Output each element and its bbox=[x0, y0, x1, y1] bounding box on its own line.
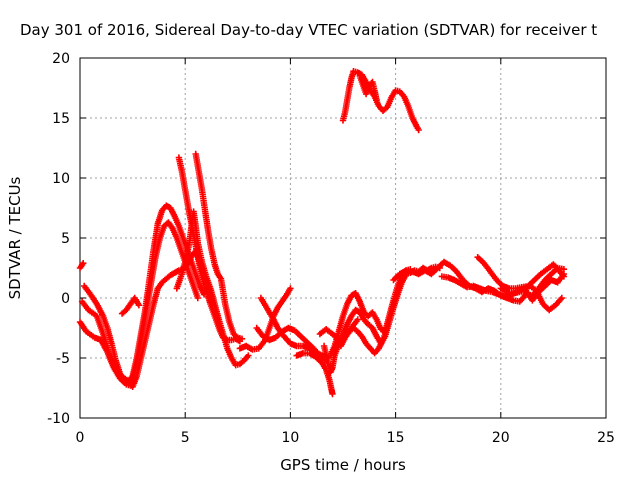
series-22 bbox=[497, 270, 568, 304]
series-markers bbox=[236, 285, 294, 353]
series-11 bbox=[257, 294, 332, 362]
series-markers bbox=[293, 350, 336, 398]
series-5 bbox=[118, 294, 143, 317]
series-8 bbox=[192, 150, 246, 342]
series-12 bbox=[293, 350, 336, 398]
series-markers bbox=[118, 294, 143, 317]
x-axis-label: GPS time / hours bbox=[280, 456, 406, 474]
chart-title: Day 301 of 2016, Sidereal Day-to-day VTE… bbox=[20, 21, 597, 39]
x-tick-label: 10 bbox=[281, 430, 299, 446]
x-tick-label: 20 bbox=[492, 430, 510, 446]
series-1 bbox=[76, 260, 87, 272]
series-17 bbox=[339, 68, 422, 134]
series-markers bbox=[339, 68, 422, 134]
x-tick-label: 5 bbox=[181, 430, 190, 446]
data-series bbox=[76, 68, 568, 398]
series-18 bbox=[356, 72, 380, 104]
series-9 bbox=[236, 285, 294, 353]
series-markers bbox=[474, 254, 568, 292]
x-tick-label: 15 bbox=[387, 430, 405, 446]
series-markers bbox=[497, 270, 568, 304]
y-tick-label: 15 bbox=[52, 111, 70, 127]
series-7 bbox=[175, 154, 244, 345]
x-tick-label: 25 bbox=[597, 430, 615, 446]
series-markers bbox=[356, 72, 380, 104]
y-tick-label: -5 bbox=[56, 351, 70, 367]
y-tick-label: 5 bbox=[61, 231, 70, 247]
series-21 bbox=[474, 254, 568, 292]
axis-ticks: 0 5 10 15 20 25 -10 -5 0 5 10 15 20 bbox=[47, 51, 615, 446]
series-markers bbox=[175, 154, 244, 345]
y-tick-label: 10 bbox=[52, 171, 70, 187]
x-tick-label: 0 bbox=[76, 430, 85, 446]
y-tick-label: 20 bbox=[52, 51, 70, 67]
series-markers bbox=[257, 294, 332, 362]
y-tick-label: 0 bbox=[61, 291, 70, 307]
y-tick-label: -10 bbox=[47, 411, 70, 427]
series-16 bbox=[316, 316, 361, 344]
series-markers bbox=[192, 150, 246, 342]
series-markers bbox=[76, 260, 87, 272]
series-markers bbox=[316, 316, 361, 344]
y-axis-label: SDTVAR / TECUs bbox=[6, 176, 24, 299]
